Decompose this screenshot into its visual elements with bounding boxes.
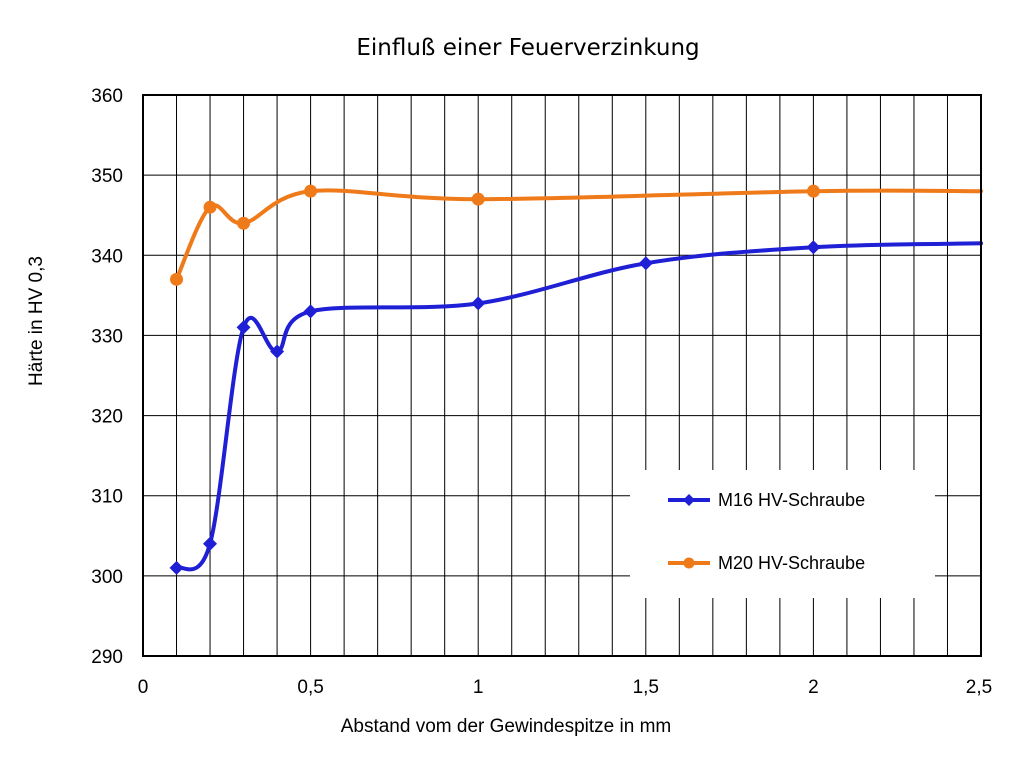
x-tick-label: 2,5 <box>966 677 992 698</box>
legend-entry: M16 HV-Schraube <box>668 490 865 510</box>
data-point-diamond <box>806 240 821 255</box>
data-point-circle <box>471 192 485 206</box>
series-line <box>174 241 983 572</box>
plot-border <box>142 94 982 657</box>
legend-entry: M20 HV-Schraube <box>668 553 865 573</box>
data-point-circle <box>170 272 184 286</box>
data-point-circle <box>203 200 217 214</box>
y-axis-ticks: 290 300 310 320 330 340 350 360 <box>91 86 123 668</box>
data-point-diamond <box>236 320 251 335</box>
x-tick-label: 1 <box>473 677 484 698</box>
data-point-diamond <box>169 560 184 575</box>
series-2 <box>170 184 983 286</box>
legend-marker-diamond <box>683 494 695 506</box>
data-point-diamond <box>471 296 486 311</box>
series-1 <box>169 240 983 575</box>
legend-marker-circle <box>683 557 695 569</box>
legend-box <box>630 470 935 598</box>
x-axis-title: Abstand vom der Gewindespitze in mm <box>341 716 672 737</box>
x-tick-label: 2 <box>808 677 819 698</box>
data-point-diamond <box>638 256 653 271</box>
legend-label: M20 HV-Schraube <box>718 553 865 573</box>
x-tick-label: 0 <box>138 677 149 698</box>
data-point-circle <box>304 184 318 198</box>
y-tick-label: 350 <box>91 166 123 187</box>
y-tick-label: 360 <box>91 86 123 107</box>
y-tick-label: 310 <box>91 487 123 508</box>
legend-label: M16 HV-Schraube <box>718 490 865 510</box>
y-tick-label: 300 <box>91 567 123 588</box>
series-layer <box>169 184 983 575</box>
y-axis-title: Härte in HV 0,3 <box>26 256 47 386</box>
data-point-diamond <box>203 536 218 551</box>
x-tick-label: 0,5 <box>297 677 323 698</box>
y-tick-label: 330 <box>91 326 123 347</box>
data-point-diamond <box>303 304 318 319</box>
plot-frame <box>142 94 982 657</box>
data-point-diamond <box>270 344 285 359</box>
x-axis-ticks: 0 0,5 1 1,5 2 2,5 <box>138 677 993 698</box>
data-point-circle <box>237 216 251 230</box>
y-tick-label: 320 <box>91 407 123 428</box>
legend: M16 HV-Schraube M20 HV-Schraube <box>630 470 935 598</box>
chart-title: Einfluß einer Feuerverzinkung <box>356 35 699 61</box>
data-point-circle <box>806 184 820 198</box>
y-tick-label: 290 <box>91 647 123 668</box>
legend-entries: M16 HV-Schraube M20 HV-Schraube <box>668 490 865 573</box>
x-tick-label: 1,5 <box>633 677 659 698</box>
y-tick-label: 340 <box>91 246 123 267</box>
